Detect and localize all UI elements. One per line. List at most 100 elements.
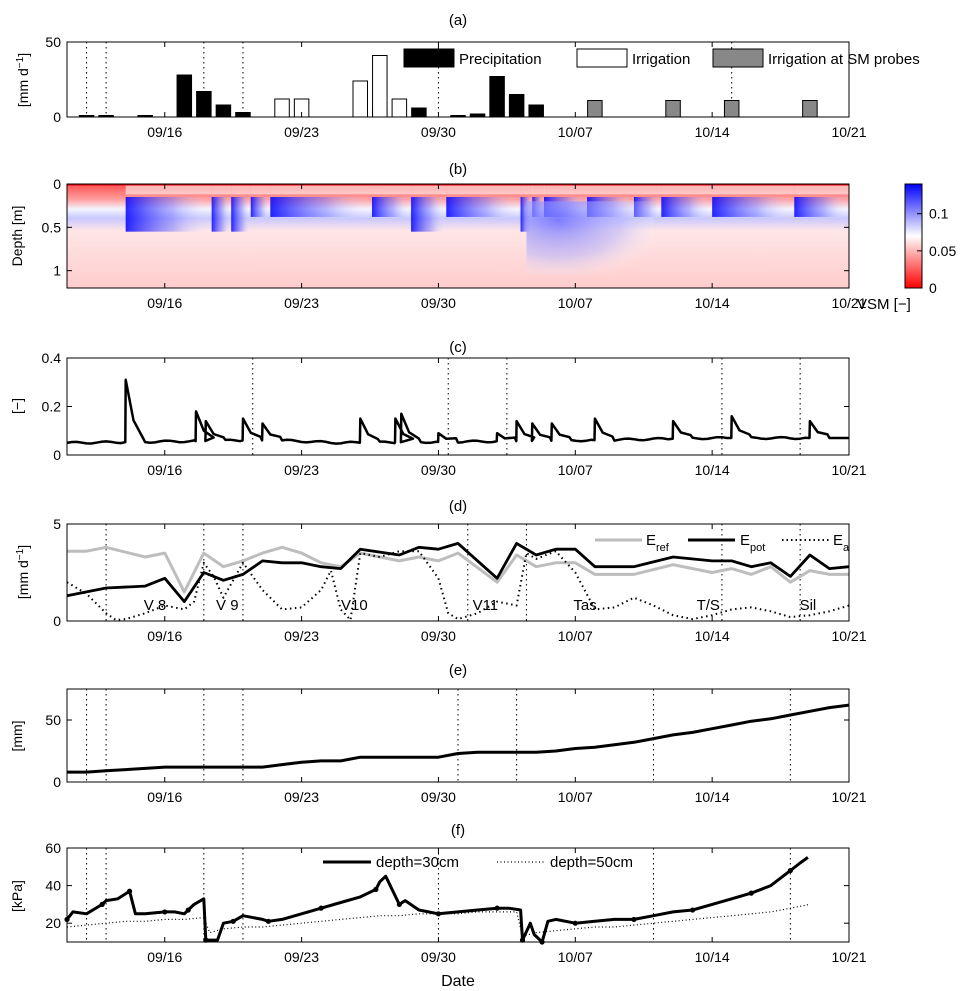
data-point <box>185 907 191 913</box>
wetting-front <box>794 197 849 217</box>
bar <box>235 112 251 118</box>
bar <box>489 76 505 118</box>
wetting-surface <box>411 184 447 195</box>
wetting-surface <box>794 184 849 195</box>
y-tick-label: 50 <box>45 34 61 50</box>
x-tick-label: 09/23 <box>284 462 319 478</box>
x-tick-label: 10/14 <box>695 789 730 805</box>
y-tick-label: 40 <box>45 878 61 894</box>
legend-irrigation-label: Irrigation <box>632 51 690 68</box>
panel-f-soil-tension: (f) 09/16 09/23 09/30 10/07 10/14 10/21 20 40 60… <box>9 822 867 965</box>
panel-a-ylabel: [mm d−1] <box>15 53 31 107</box>
legend-precipitation-label: Precipitation <box>459 51 542 68</box>
wetting-surface <box>125 184 212 195</box>
wetting-front <box>250 197 271 217</box>
wetting-surface <box>661 184 713 195</box>
growth-stage-label: V 9 <box>216 597 239 614</box>
data-point <box>203 937 209 943</box>
legend-epot-label: Epot <box>740 532 765 554</box>
colorbar-tick-label: 0.05 <box>929 243 956 259</box>
x-tick-label: 09/23 <box>284 295 319 311</box>
legend-irrigation-swatch <box>576 48 628 68</box>
wetting-surface <box>587 184 634 195</box>
colorbar-tick-label: 0 <box>929 280 937 296</box>
panel-c-plot-area: 09/16 09/23 09/30 10/07 10/14 10/21 0 0.2 0.4 <box>42 350 867 478</box>
x-tick-label: 10/21 <box>831 949 866 965</box>
panel-b-ylabel: Depth [m] <box>9 206 25 267</box>
data-point <box>690 907 696 913</box>
x-tick-label: 09/30 <box>421 295 456 311</box>
x-tick-label: 10/14 <box>695 124 730 140</box>
x-tick-label: 10/07 <box>558 628 593 644</box>
bar <box>274 98 290 118</box>
colorbar-tick-label: 0.1 <box>929 206 949 222</box>
y-tick-label: 0.5 <box>42 219 62 235</box>
panel-c-label: (c) <box>449 339 467 356</box>
wetting-surface <box>231 184 251 195</box>
panel-b-label: (b) <box>449 161 467 178</box>
panel-d-label: (d) <box>449 498 467 515</box>
x-tick-label: 09/30 <box>421 462 456 478</box>
colorbar-gradient <box>904 183 923 289</box>
bar <box>528 104 544 118</box>
y-tick-label: 0 <box>53 774 61 790</box>
x-tick-label: 09/23 <box>284 124 319 140</box>
panel-e-plot-area: 09/16 09/23 09/30 10/07 10/14 10/21 0 50 <box>45 689 867 805</box>
wetting-front <box>125 197 212 232</box>
y-tick-label: 20 <box>45 915 61 931</box>
y-tick-label: 1 <box>53 263 61 279</box>
x-tick-label: 09/16 <box>147 462 182 478</box>
panel-f-legend: depth=30cm depth=50cm <box>323 854 633 871</box>
panel-e-ylabel: [mm] <box>9 720 25 751</box>
vsm-colorbar: 0 0.05 0.1 <box>904 183 956 296</box>
growth-stage-label: V 8 <box>144 597 167 614</box>
x-tick-label: 10/07 <box>558 789 593 805</box>
legend-ea-label: Ea <box>833 532 850 554</box>
growth-stage-label: V10 <box>341 597 368 614</box>
deep-wetting-zone <box>526 201 654 275</box>
data-point <box>787 867 793 874</box>
x-tick-label: 10/21 <box>831 295 866 311</box>
x-tick-label: 10/14 <box>695 949 730 965</box>
y-tick-label: 0 <box>53 109 61 125</box>
data-point <box>748 890 754 896</box>
series-line-ref <box>67 545 849 594</box>
panel-f-ylabel: [kPa] <box>9 880 25 912</box>
bar <box>508 94 525 118</box>
series-line-depth50 <box>66 903 811 938</box>
panel-d-evaporation: (d) V 8 V 9 V10 V11 Tas T/S Sil 09/16 09/23 09/30… <box>15 498 867 644</box>
x-tick-label: 10/14 <box>695 295 730 311</box>
panel-c-ylabel: [−] <box>9 398 25 414</box>
wetting-front <box>411 197 447 232</box>
bar <box>176 74 193 118</box>
legend-irrigation-sm-label: Irrigation at SM probes <box>768 51 920 68</box>
growth-stage-label: T/S <box>697 597 720 614</box>
panel-d-ylabel: [mm d−1] <box>15 545 31 599</box>
panel-a-label: (a) <box>449 12 467 29</box>
bar <box>665 100 681 118</box>
wetting-surface <box>712 184 795 195</box>
panel-d-frame <box>66 523 850 622</box>
wetting-surface <box>211 184 232 195</box>
bar <box>352 80 368 118</box>
panel-b-frame <box>66 183 850 289</box>
x-tick-label: 09/23 <box>284 949 319 965</box>
data-point <box>572 920 578 926</box>
colorbar-ticks: 0 0.05 0.1 <box>917 206 956 296</box>
data-point <box>494 905 500 911</box>
bar <box>411 107 427 118</box>
wetting-surface <box>633 184 662 195</box>
panel-c-line: (c) 09/16 09/23 09/30 10/07 10/14 10/21 0 0.2 0.… <box>9 339 867 478</box>
legend-irrigation-sm-swatch <box>712 48 764 68</box>
x-tick-label: 09/16 <box>147 124 182 140</box>
data-point <box>265 918 271 924</box>
panel-a-frame <box>66 41 850 118</box>
y-tick-label: 60 <box>45 840 61 856</box>
x-tick-label: 09/16 <box>147 789 182 805</box>
wetting-surface <box>544 184 588 195</box>
colorbar-label: VSM [−] <box>857 296 911 313</box>
panel-c-frame <box>66 357 850 456</box>
data-point <box>126 888 133 894</box>
x-tick-label: 09/23 <box>284 789 319 805</box>
data-point <box>318 905 324 911</box>
